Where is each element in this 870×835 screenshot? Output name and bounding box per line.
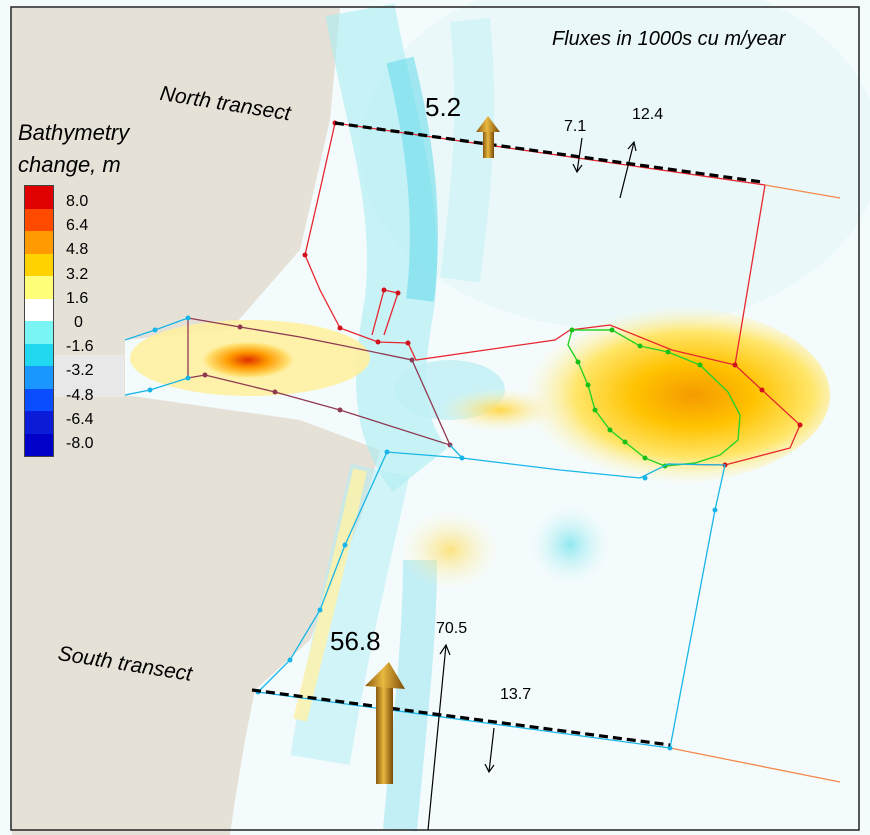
south-deposition-patch	[400, 510, 500, 590]
legend-zero-highlight	[54, 355, 124, 397]
legend-title: Bathymetry change, m	[18, 120, 130, 177]
north-nearshore-band	[440, 18, 495, 283]
south-net-flux-arrow	[365, 662, 405, 784]
south-extension-line	[669, 747, 841, 783]
legend-tick-label: -1.6	[66, 338, 94, 356]
north-transect-line	[334, 121, 763, 184]
flux-units-note: Fluxes in 1000s cu m/year	[552, 28, 786, 50]
legend-swatch	[25, 411, 53, 434]
south-trough	[383, 559, 437, 832]
legend-swatch	[25, 388, 53, 411]
legend-tick-label: -3.2	[66, 362, 94, 380]
south-upcoast-flux-arrow	[427, 643, 451, 831]
legend-swatch	[25, 433, 53, 456]
north-upcoast-flux-value: 12.4	[632, 106, 664, 123]
south-cell-nodes	[147, 315, 718, 751]
north-downcoast-flux-arrow	[572, 137, 583, 174]
legend-tick-label: 3.2	[66, 265, 89, 283]
south-bar-deposition	[293, 468, 367, 722]
north-cell-boundary	[304, 122, 766, 366]
south-nearshore-band	[290, 463, 410, 765]
legend-tick-label: 8.0	[66, 193, 89, 210]
south-net-flux-value: 56.8	[330, 626, 381, 656]
legend-swatch	[25, 253, 53, 276]
legend-tick-label: 4.8	[66, 241, 89, 259]
legend-swatch	[25, 276, 53, 299]
legend-swatch	[25, 231, 53, 254]
ebb-shoal-deposition	[490, 305, 830, 485]
north-channel-scour	[386, 56, 438, 302]
legend-tick-label: 6.4	[66, 217, 89, 235]
legend-tick-label: -6.4	[66, 410, 94, 428]
legend-tick-label: -8.0	[66, 435, 94, 452]
legend-tick-label: 0	[74, 314, 83, 331]
legend-swatch	[25, 208, 53, 231]
figure-border	[10, 6, 860, 831]
ebb-scour-patch	[530, 505, 610, 585]
legend-swatch	[25, 298, 53, 321]
south-transect-line	[251, 688, 671, 747]
nearshore-erosion-band	[325, 3, 449, 492]
north-upcoast-flux-arrow	[619, 140, 637, 199]
inlet-deposition	[440, 388, 560, 432]
jetty-cell-boundary	[371, 289, 399, 336]
north-net-flux-value: 5.2	[425, 92, 462, 122]
south-cell-boundary	[256, 444, 726, 749]
south-upcoast-flux-value: 70.5	[436, 620, 468, 637]
north-extension-line	[764, 184, 841, 199]
legend-swatch	[25, 186, 53, 209]
north-net-flux-arrow	[476, 116, 500, 158]
north-downcoast-flux-value: 7.1	[564, 118, 587, 135]
south-downcoast-flux-value: 13.7	[500, 686, 532, 703]
channel-max-deposition	[198, 340, 298, 380]
legend-swatch	[25, 321, 53, 344]
legend-tick-label: 1.6	[66, 289, 89, 307]
legend-swatch	[25, 343, 53, 366]
south-downcoast-flux-arrow	[484, 727, 495, 774]
legend-tick-label: -4.8	[66, 386, 94, 404]
legend-swatch	[25, 366, 53, 389]
legend-colorbar	[24, 185, 54, 457]
